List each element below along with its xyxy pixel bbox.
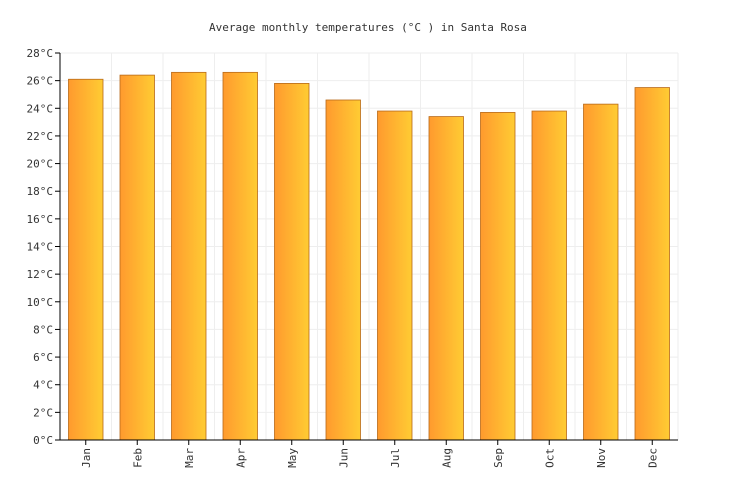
- bar-jun: [325, 99, 361, 441]
- chart-title: Average monthly temperatures (°C ) in Sa…: [209, 21, 527, 34]
- x-tick-label: Dec: [646, 448, 659, 468]
- bar-mar: [171, 71, 207, 441]
- y-tick-label: 22°C: [27, 130, 54, 143]
- y-tick-label: 6°C: [33, 351, 53, 364]
- y-tick-label: 0°C: [33, 434, 53, 447]
- bar-jul: [377, 110, 413, 441]
- bar-nov: [583, 103, 619, 441]
- y-tick-label: 24°C: [27, 102, 54, 115]
- bar-oct: [531, 110, 567, 441]
- axis-layer: 0°C 2°C 4°C 6°C 8°C 10°C 12°C 14°C 16°C 18°C 20°C 2…: [27, 47, 678, 468]
- x-tick-label: Jul: [389, 448, 402, 468]
- x-tick-label: Aug: [440, 448, 453, 468]
- bar-apr: [222, 71, 258, 441]
- bar-aug: [428, 116, 464, 441]
- bar-jan: [68, 78, 104, 441]
- y-tick-label: 28°C: [27, 47, 54, 60]
- grid-layer: [60, 52, 679, 441]
- bar-feb: [119, 74, 155, 441]
- x-tick-label: Jan: [80, 448, 93, 468]
- y-tick-label: 2°C: [33, 406, 53, 419]
- y-tick-label: 18°C: [27, 185, 54, 198]
- y-tick-label: 10°C: [27, 296, 54, 309]
- x-tick-label: Nov: [595, 448, 608, 468]
- x-tick-label: May: [286, 448, 299, 468]
- x-tick-label: Mar: [183, 448, 196, 468]
- y-tick-label: 4°C: [33, 379, 53, 392]
- x-tick-label: Apr: [234, 448, 247, 468]
- bar-sep: [480, 112, 516, 441]
- y-tick-label: 8°C: [33, 323, 53, 336]
- bar-dec: [634, 87, 670, 441]
- y-tick-label: 26°C: [27, 75, 54, 88]
- x-tick-label: Sep: [492, 448, 505, 468]
- y-tick-label: 14°C: [27, 241, 54, 254]
- y-tick-label: 12°C: [27, 268, 54, 281]
- y-tick-label: 20°C: [27, 158, 54, 171]
- y-tick-label: 16°C: [27, 213, 54, 226]
- bar-may: [274, 83, 310, 441]
- x-tick-label: Jun: [337, 448, 350, 468]
- bar-layer: [68, 71, 670, 441]
- x-tick-label: Oct: [543, 448, 556, 468]
- x-tick-label: Feb: [131, 448, 144, 468]
